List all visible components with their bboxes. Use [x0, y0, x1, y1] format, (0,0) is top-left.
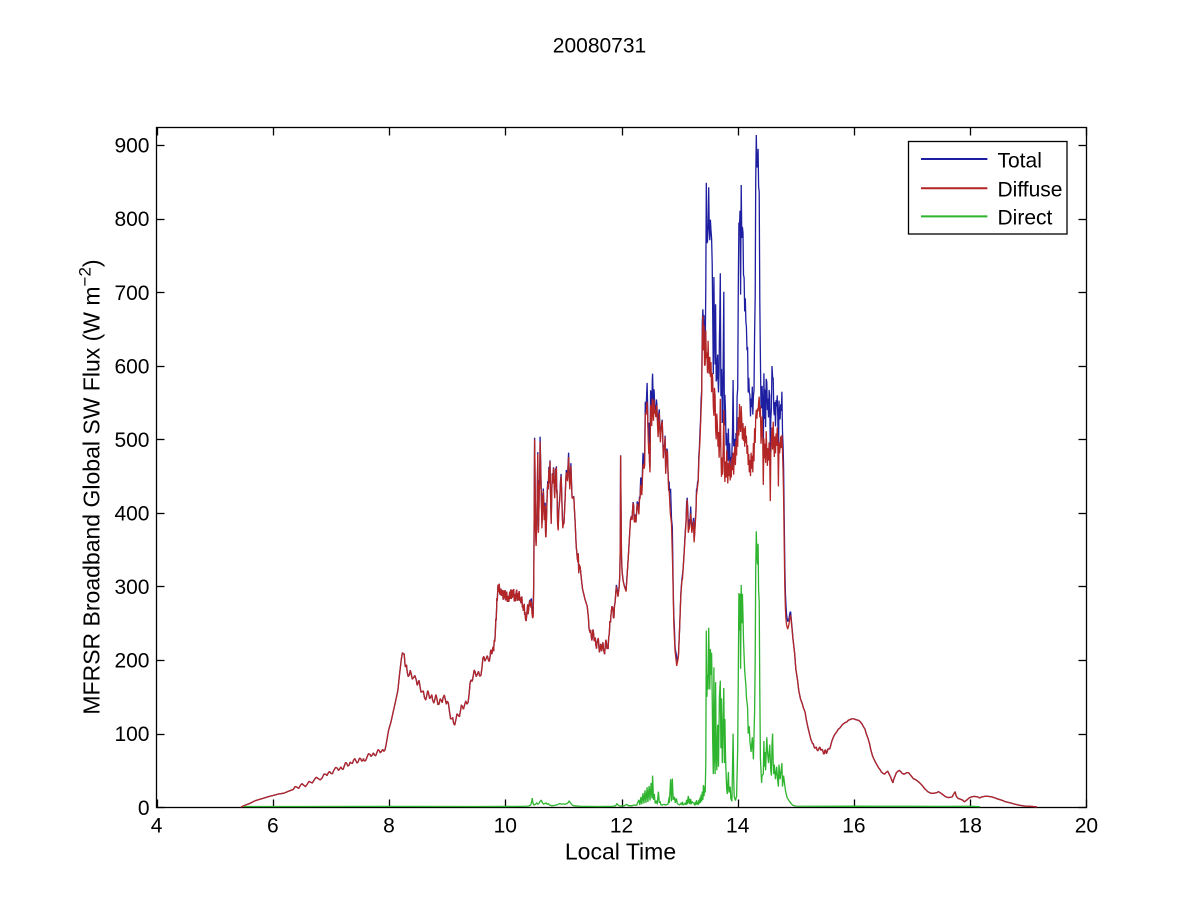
- svg-text:MFRSR Broadband Global SW Flux: MFRSR Broadband Global SW Flux (W m−2): [76, 259, 105, 714]
- svg-text:10: 10: [494, 815, 517, 838]
- svg-text:100: 100: [114, 723, 149, 746]
- svg-text:600: 600: [114, 355, 149, 378]
- svg-text:400: 400: [114, 503, 149, 526]
- svg-text:700: 700: [114, 282, 149, 305]
- svg-text:900: 900: [114, 135, 149, 158]
- svg-text:Total: Total: [998, 149, 1042, 172]
- svg-text:12: 12: [610, 815, 633, 838]
- svg-text:6: 6: [267, 815, 279, 838]
- svg-text:14: 14: [726, 815, 750, 838]
- svg-text:18: 18: [959, 815, 982, 838]
- svg-text:Direct: Direct: [998, 207, 1053, 230]
- svg-text:Diffuse: Diffuse: [998, 179, 1063, 202]
- svg-text:4: 4: [151, 815, 163, 838]
- svg-text:16: 16: [842, 815, 865, 838]
- svg-text:800: 800: [114, 208, 149, 231]
- svg-text:20080731: 20080731: [553, 35, 646, 58]
- svg-text:Local Time: Local Time: [565, 839, 676, 865]
- svg-text:8: 8: [383, 815, 395, 838]
- svg-text:500: 500: [114, 429, 149, 452]
- svg-text:20: 20: [1075, 815, 1098, 838]
- svg-text:300: 300: [114, 576, 149, 599]
- svg-text:0: 0: [138, 797, 150, 820]
- svg-text:200: 200: [114, 650, 149, 673]
